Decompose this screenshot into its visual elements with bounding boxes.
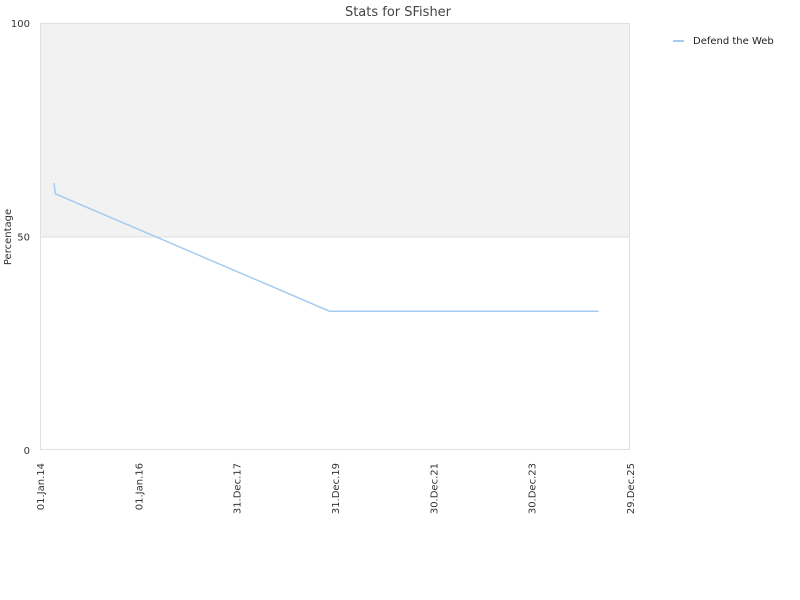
- x-tick-label: 29.Dec.25: [626, 463, 637, 514]
- x-tick-label: 01.Jan.16: [134, 463, 145, 510]
- x-tick-label: 31.Dec.17: [233, 463, 244, 514]
- x-tick-labels: 01.Jan.14 01.Jan.16 31.Dec.17 31.Dec.19 30.D…: [36, 463, 637, 514]
- x-tick-label: 30.Dec.21: [429, 463, 440, 514]
- x-tick-label: 01.Jan.14: [36, 463, 47, 510]
- chart-title: Stats for SFisher: [345, 5, 452, 20]
- y-tick-label: 50: [17, 233, 30, 244]
- y-tick-labels: 0 50 100: [11, 19, 30, 457]
- x-tick-label: 31.Dec.19: [331, 463, 342, 514]
- series-line: [53, 183, 599, 312]
- plot-border: [40, 23, 630, 450]
- y-tick-label: 100: [11, 19, 30, 30]
- y-axis-label: Percentage: [3, 209, 14, 265]
- y-tick-label: 0: [24, 446, 30, 457]
- legend: Defend the Web: [673, 36, 774, 47]
- shaded-band: [40, 23, 630, 237]
- x-tick-label: 30.Dec.23: [528, 463, 539, 514]
- series-lines: [53, 183, 599, 312]
- legend-label: Defend the Web: [693, 36, 774, 47]
